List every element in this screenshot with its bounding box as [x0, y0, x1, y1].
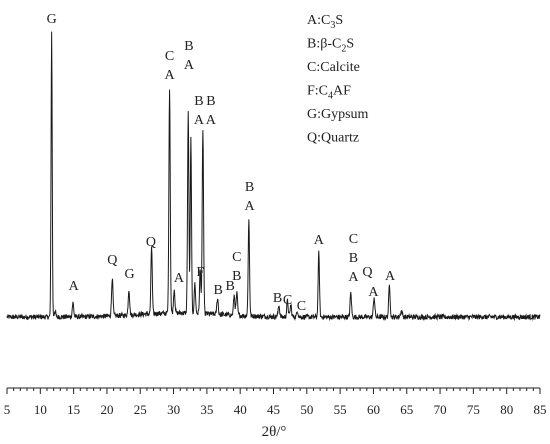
peak-label: A	[385, 269, 396, 284]
peak-label: B	[226, 279, 235, 294]
x-tick-label: 55	[334, 402, 347, 417]
legend-entry-c: C:Calcite	[307, 60, 360, 75]
peak-label: B	[232, 269, 241, 284]
peak-label: A	[206, 113, 217, 128]
peak-label: Q	[362, 265, 372, 280]
peak-label: A	[174, 271, 185, 286]
peak-label: A	[69, 279, 80, 294]
peak-label: B	[245, 180, 254, 195]
x-tick-label: 65	[400, 402, 413, 417]
legend-entry-b: B:β-C2S	[307, 37, 354, 55]
x-tick-label: 85	[534, 402, 547, 417]
peak-label: F	[196, 265, 204, 280]
x-tick-label: 75	[467, 402, 480, 417]
x-tick-label: 20	[100, 402, 113, 417]
peak-label: Q	[107, 253, 117, 268]
peak-label: A	[194, 113, 205, 128]
peak-label: C	[165, 49, 174, 64]
xrd-pattern-line	[6, 31, 541, 322]
peak-label: C	[297, 299, 306, 314]
peak-label: A	[314, 233, 325, 248]
phase-legend: A:C3S B:β-C2S C:Calcite F:C4AF G:Gypsum Q:Qua…	[307, 13, 369, 146]
peak-label: B	[184, 39, 193, 54]
x-axis-tick-labels: 5 10 15 20 25 30 35 40 45 50 55 60 65 70 75 80 85	[4, 402, 547, 417]
x-tick-label: 40	[234, 402, 247, 417]
x-tick-label: 70	[434, 402, 447, 417]
peak-label: C	[283, 293, 292, 308]
peak-label: A	[184, 58, 195, 73]
x-tick-label: 45	[267, 402, 280, 417]
peak-label: B	[194, 94, 203, 109]
x-axis-ticks	[6, 388, 541, 394]
peak-label: G	[47, 12, 57, 27]
legend-entry-q: Q:Quartz	[307, 131, 359, 146]
peak-label: A	[165, 68, 176, 83]
x-tick-label: 25	[134, 402, 147, 417]
x-tick-label: 10	[34, 402, 47, 417]
legend-entry-a: A:C3S	[307, 13, 343, 31]
x-tick-label: 60	[367, 402, 380, 417]
x-tick-label: 35	[200, 402, 213, 417]
peak-label: A	[348, 270, 359, 285]
x-axis-title: 2θ/°	[262, 424, 287, 440]
peak-label: A	[368, 285, 379, 300]
x-tick-label: 5	[4, 402, 11, 417]
legend-entry-f: F:C4AF	[307, 84, 351, 102]
peak-label: B	[273, 291, 282, 306]
x-tick-label: 30	[167, 402, 180, 417]
x-tick-label: 15	[67, 402, 80, 417]
peak-label: C	[349, 232, 358, 247]
peak-label: B	[206, 94, 215, 109]
x-tick-label: 50	[300, 402, 313, 417]
peak-label: B	[349, 251, 358, 266]
legend-entry-g: G:Gypsum	[307, 107, 369, 122]
peak-label: A	[244, 199, 255, 214]
peak-label: G	[125, 267, 135, 282]
peak-label: B	[214, 283, 223, 298]
x-tick-label: 80	[500, 402, 513, 417]
peak-label: Q	[146, 235, 156, 250]
peak-label: C	[232, 250, 241, 265]
